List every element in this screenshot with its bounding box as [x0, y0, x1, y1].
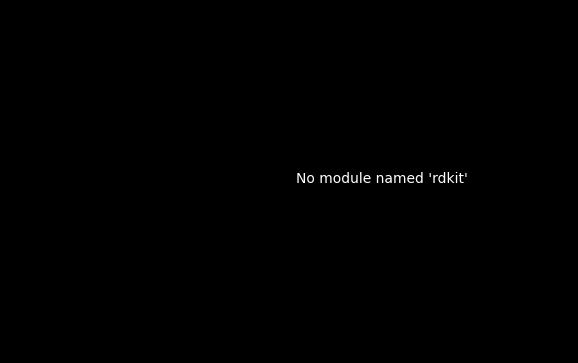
Text: No module named 'rdkit': No module named 'rdkit'	[297, 172, 468, 186]
